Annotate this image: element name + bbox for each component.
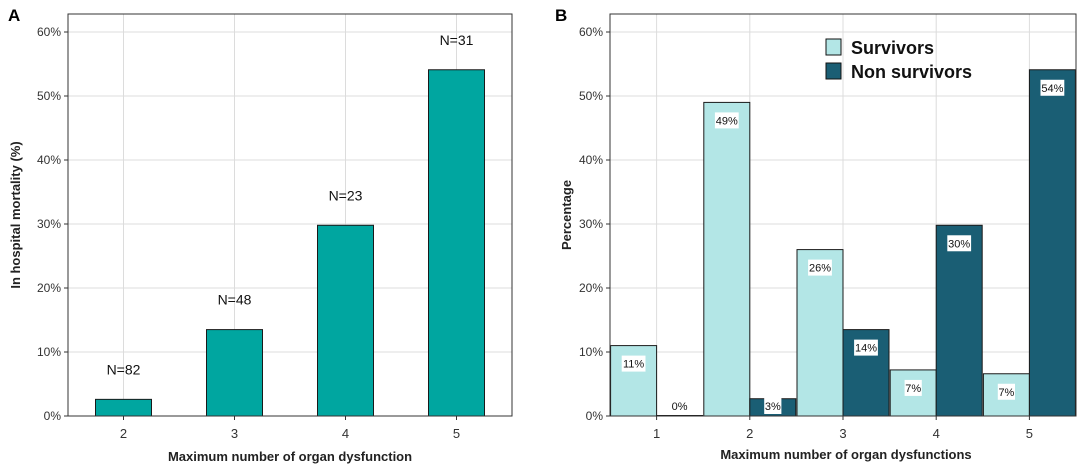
panel-a-bars: N=82 N=48 N=23 N=31 [95,32,485,417]
x-tick-label: 3 [231,426,238,441]
x-tick-label: 1 [653,426,660,441]
y-tick-label: 20% [579,281,603,295]
bar-count-label: N=48 [218,292,252,308]
x-tick-label: 4 [342,426,349,441]
data-label: 54% [1041,83,1063,95]
y-tick-label: 10% [37,345,61,359]
data-label: 3% [765,401,781,413]
bar-survivors [703,101,751,417]
x-tick-label: 2 [746,426,753,441]
x-tick-label: 2 [120,426,127,441]
data-label-background [808,259,832,276]
y-tick-label: 10% [579,345,603,359]
bar [95,398,152,417]
panel-b-bars: 11% 49% 26% 7% 7% 0% 3% 14% 30% 54% [610,69,1076,417]
y-tick-label: 0% [44,409,62,423]
panel-a-frame [67,13,513,417]
data-label: 11% [623,359,644,371]
panel-a-x-axis-label: Maximum number of organ dysfunction [168,449,412,464]
bar-count-label: N=82 [107,361,141,377]
bar-survivors [796,249,844,417]
legend-swatch-survivors [825,38,842,56]
bar-non-survivors [935,224,983,417]
data-label-background [1040,79,1065,96]
bar-non-survivors [1028,69,1076,417]
legend-swatch-non-survivors [825,62,842,80]
y-tick-label: 40% [579,153,603,167]
data-label-background [997,383,1015,400]
y-tick-label: 60% [37,25,61,39]
y-tick-label: 60% [579,25,603,39]
legend-label-survivors: Survivors [851,38,934,58]
x-tick-label: 5 [1026,426,1033,441]
data-label: 49% [716,115,738,127]
data-label: 30% [948,238,970,250]
panel-b-y-axis-label: Percentage [559,180,574,250]
data-label-background [854,339,878,356]
panel-a: A N=82 N=48 N=23 N=31 0% 10% 20% 30% 40% 50% 60% 2… [8,6,513,464]
y-tick-label: 30% [37,217,61,231]
data-label: 14% [855,343,877,355]
panel-a-ticks: 0% 10% 20% 30% 40% 50% 60% 2 3 4 5 [37,25,460,441]
data-label-background [671,398,689,414]
data-label-background [947,235,972,252]
data-label: 7% [998,387,1014,399]
y-tick-label: 40% [37,153,61,167]
legend-label-non-survivors: Non survivors [851,62,972,82]
data-label: 7% [905,383,921,395]
legend: Survivors Non survivors [825,38,972,82]
data-label-background [714,112,739,129]
x-tick-label: 5 [453,426,460,441]
y-tick-label: 50% [579,89,603,103]
data-label: 0% [672,401,688,413]
panel-b: B 11% 49% 26% 7% 7% 0% 3% 14% 30% 54% 0% 10% 20% 30%… [555,6,1077,462]
bar [317,224,374,417]
panel-a-label: A [8,6,20,25]
bar-count-label: N=31 [440,32,474,48]
bar [206,329,263,417]
x-tick-label: 3 [839,426,846,441]
data-label-background [764,398,782,414]
bar-count-label: N=23 [329,187,363,203]
panel-b-ticks: 0% 10% 20% 30% 40% 50% 60% 1 2 3 4 5 [579,25,1033,441]
y-tick-label: 20% [37,281,61,295]
panel-b-label: B [555,6,567,25]
panel-a-y-axis-label: In hospital mortality (%) [8,141,23,288]
y-tick-label: 30% [579,217,603,231]
data-label-background [621,355,646,372]
x-tick-label: 4 [933,426,940,441]
y-tick-label: 50% [37,89,61,103]
y-tick-label: 0% [586,409,604,423]
data-label: 26% [809,263,831,275]
data-label-background [904,379,922,396]
panel-b-x-axis-label: Maximum number of organ dysfunctions [720,447,971,462]
bar [428,69,485,417]
